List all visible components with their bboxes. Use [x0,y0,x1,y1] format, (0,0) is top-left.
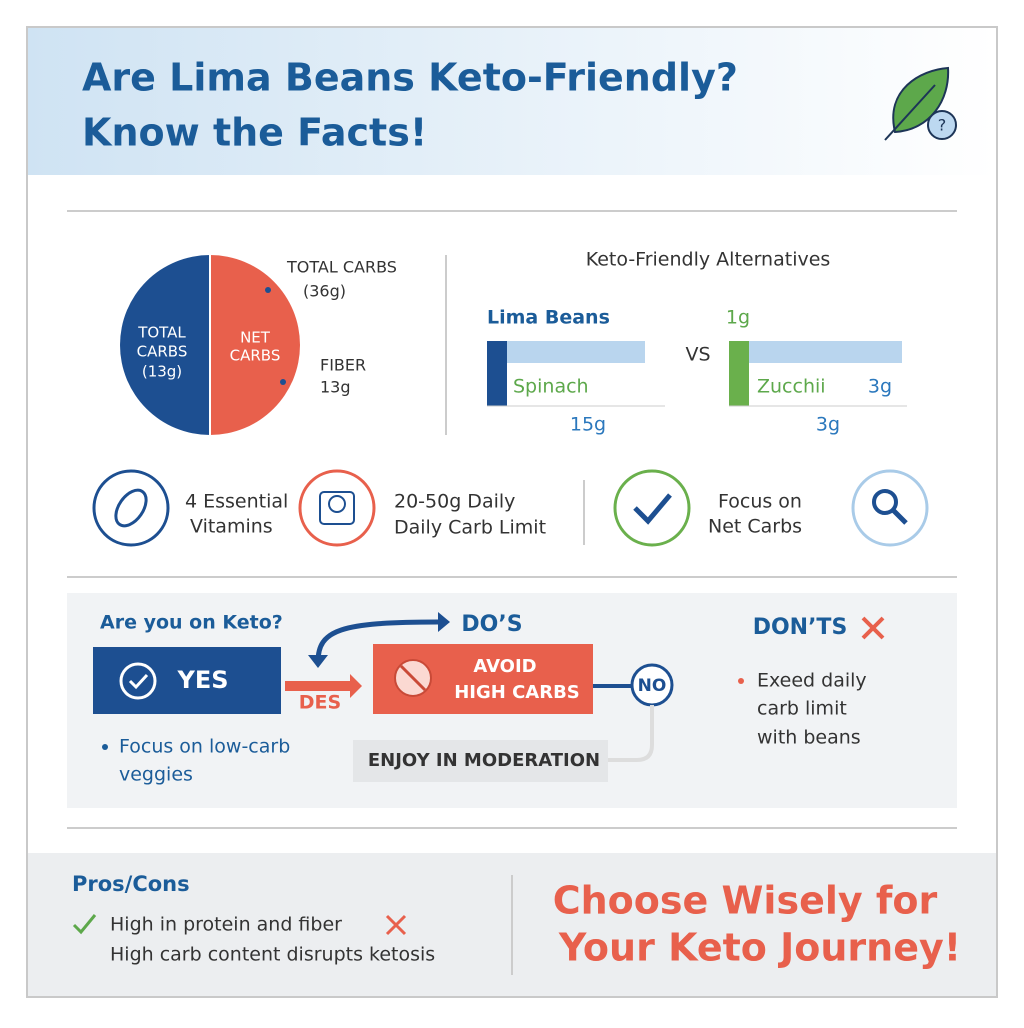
alt-amount: 15g [570,414,606,436]
alt-name: Zucchii [757,376,826,398]
avoid: HIGH CARBS [454,682,580,703]
leaf-icon: ? [884,66,957,141]
con: High carb content disrupts ketosis [110,944,435,966]
alt-amount: 3g [868,376,892,398]
header-band [28,28,996,175]
callout: FIBER [320,356,366,375]
des: DES [299,692,341,714]
frame [26,26,998,998]
pie-label: CARBS [137,343,188,361]
pie-left [120,255,210,435]
pros-cons-title: Pros/Cons [72,872,190,896]
pie-label: CARBS [230,347,281,365]
title: Know the Facts! [82,111,427,155]
callout: TOTAL CARBS [286,258,397,277]
moderation: ENJOY IN MODERATION [368,750,600,771]
vs: VS [685,344,710,366]
yes: YES [176,666,228,694]
alt-amount: 3g [816,414,840,436]
pro: High in protein and fiber [110,914,342,936]
callout: (36g) [303,282,346,301]
no: NO [638,676,667,696]
pie-label: NET [240,329,271,347]
fact: Net Carbs [708,516,802,538]
tagline: Choose Wisely for [553,879,938,923]
fact: Vitamins [190,516,273,538]
alt-name: Spinach [513,376,589,398]
svg-text:?: ? [938,116,947,135]
tagline: Your Keto Journey! [558,926,961,970]
dos: DO’S [461,612,522,637]
dont: with beans [757,727,861,749]
dont: Exeed daily [757,670,867,692]
alt-title: Keto-Friendly Alternatives [586,249,831,271]
title: Are Lima Beans Keto-Friendly? [82,56,738,100]
fact: Focus on [718,491,802,513]
alt-label: Lima Beans [487,307,610,329]
callout: 13g [320,378,351,397]
question: Are you on Keto? [100,612,283,634]
pie-right [210,255,300,435]
dont: carb limit [757,698,847,720]
alt-amount: 1g [726,307,750,329]
avoid: AVOID [473,656,536,677]
tip: Focus on low-carb [119,736,290,758]
donts: DON’TS [753,615,848,640]
fact: 20-50g Daily [394,491,515,513]
tip: veggies [119,764,193,786]
fact: Daily Carb Limit [394,517,546,539]
pie-label: (13g) [142,363,182,381]
pie-label: TOTAL [137,324,186,342]
fact: 4 Essential [185,491,288,513]
